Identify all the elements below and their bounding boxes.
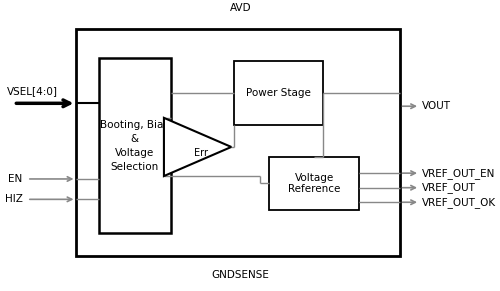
Text: VREF_OUT_EN: VREF_OUT_EN — [422, 168, 496, 179]
Bar — [76, 29, 400, 256]
Text: Err: Err — [194, 148, 208, 158]
Text: VSEL[4:0]: VSEL[4:0] — [6, 86, 58, 96]
Text: Voltage
Reference: Voltage Reference — [288, 173, 341, 194]
Text: HIZ: HIZ — [4, 194, 22, 204]
Text: VREF_OUT: VREF_OUT — [422, 182, 476, 193]
Polygon shape — [164, 118, 232, 176]
Text: Power Stage: Power Stage — [246, 88, 311, 98]
Text: Booting, Bias
&
Voltage
Selection: Booting, Bias & Voltage Selection — [100, 120, 169, 171]
Bar — [270, 157, 360, 210]
Bar — [99, 58, 170, 233]
Text: AVD: AVD — [230, 3, 251, 13]
Bar — [234, 61, 324, 125]
Text: GNDSENSE: GNDSENSE — [212, 270, 269, 280]
Text: EN: EN — [8, 174, 22, 184]
Text: VOUT: VOUT — [422, 101, 451, 111]
Text: VREF_OUT_OK: VREF_OUT_OK — [422, 197, 496, 208]
